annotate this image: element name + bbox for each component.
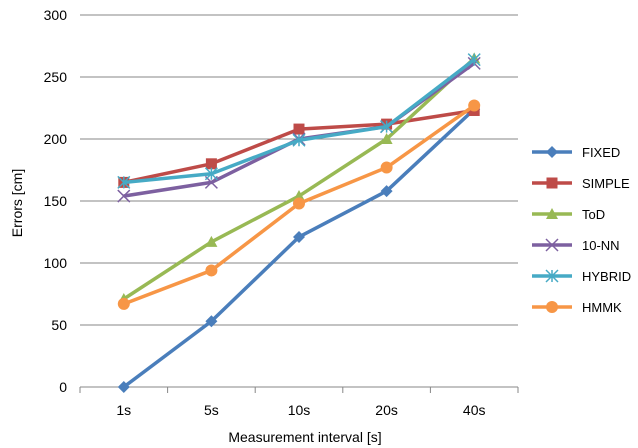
data-point: [204, 167, 218, 181]
data-point: [380, 161, 393, 174]
series-layer: [117, 52, 481, 393]
data-point: [205, 315, 218, 328]
data-point: [546, 301, 558, 313]
legend-label: SIMPLE: [582, 176, 630, 191]
series-fixed: [117, 103, 481, 393]
x-tick-label: 5s: [204, 402, 219, 418]
data-point: [468, 99, 481, 112]
legend-item: FIXED: [532, 145, 620, 160]
x-axis-label: Measurement interval [s]: [228, 429, 381, 445]
data-point: [545, 238, 559, 252]
data-point: [293, 123, 305, 135]
data-point: [205, 264, 218, 277]
data-point: [293, 230, 305, 243]
y-tick-label: 50: [51, 317, 67, 333]
series-simple: [118, 104, 480, 188]
data-point: [205, 158, 217, 170]
data-point: [117, 381, 130, 393]
series-hmmk: [117, 99, 481, 310]
x-tick-label: 1s: [116, 402, 131, 418]
data-point: [292, 133, 306, 147]
x-tick-labels: 1s 5s 10s 20s 40s: [116, 402, 485, 418]
series-line: [123, 108, 475, 185]
legend-label: HYBRID: [582, 269, 631, 284]
legend-label: 10-NN: [582, 238, 620, 253]
legend-item: ToD: [532, 207, 605, 222]
data-point: [380, 185, 393, 198]
legend-item: HYBRID: [532, 269, 631, 284]
y-tick-label: 250: [44, 69, 68, 85]
y-tick-label: 0: [59, 379, 67, 395]
series-hybrid: [117, 53, 481, 189]
y-tick-labels: 0 50 100 150 200 250 300: [44, 7, 68, 395]
data-point: [117, 175, 131, 189]
data-point: [117, 297, 130, 310]
data-point: [546, 146, 558, 158]
legend: FIXED SIMPLE ToD 10-NN HYBRID HMMK: [532, 145, 631, 315]
y-tick-label: 200: [44, 131, 68, 147]
x-tick-label: 10s: [288, 402, 311, 418]
legend-label: HMMK: [582, 300, 622, 315]
data-point: [546, 208, 558, 219]
legend-label: FIXED: [582, 145, 620, 160]
legend-item: 10-NN: [532, 238, 620, 253]
legend-label: ToD: [582, 207, 605, 222]
x-tick-label: 20s: [375, 402, 398, 418]
y-tick-label: 300: [44, 7, 68, 23]
y-tick-label: 150: [44, 193, 68, 209]
data-point: [546, 177, 558, 189]
series-line: [123, 58, 476, 185]
y-tick-label: 100: [44, 255, 68, 271]
legend-item: HMMK: [532, 300, 622, 315]
data-point: [117, 189, 131, 203]
data-point: [380, 120, 394, 134]
data-point: [205, 235, 218, 247]
x-tick-label: 40s: [463, 402, 486, 418]
data-point: [545, 269, 559, 283]
data-point: [467, 53, 481, 67]
legend-item: SIMPLE: [532, 176, 630, 191]
data-point: [380, 133, 393, 144]
data-point: [293, 197, 305, 210]
series-line: [122, 107, 476, 389]
y-axis-label: Errors [cm]: [9, 169, 25, 237]
